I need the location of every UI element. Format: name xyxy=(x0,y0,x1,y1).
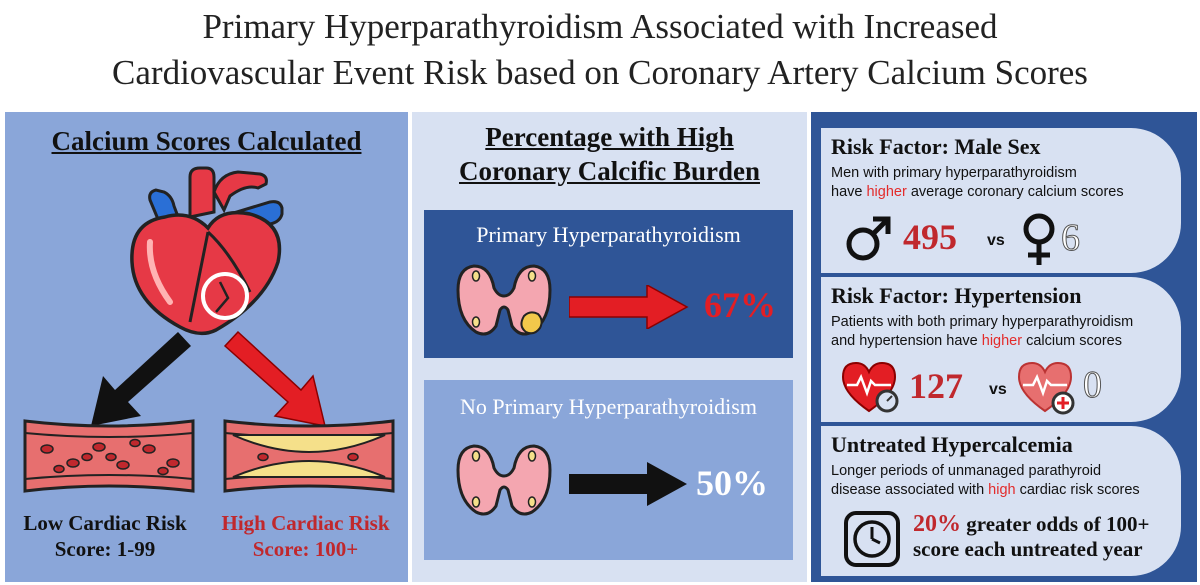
hypertension-text: Patients with both primary hyperparathyr… xyxy=(831,313,1133,351)
male-sex-text-line-2: have higher average coronary calcium sco… xyxy=(831,183,1124,202)
no-phpt-percent: 50% xyxy=(696,463,768,503)
red-right-arrow-icon xyxy=(569,285,689,329)
hypercalcemia-text-highlight: high xyxy=(988,482,1016,498)
low-risk-title: Low Cardiac Risk xyxy=(23,511,187,535)
odds-text: 20% greater odds of 100+ score each untr… xyxy=(913,512,1150,562)
calcific-burden-panel: Percentage with High Coronary Calcific B… xyxy=(412,112,807,582)
calcific-burden-header: Percentage with High Coronary Calcific B… xyxy=(412,120,807,188)
hypertension-vs: vs xyxy=(989,381,1007,398)
male-vs: vs xyxy=(987,232,1005,249)
female-symbol-icon xyxy=(1023,213,1055,265)
no-phpt-box: No Primary Hyperparathyroidism 50% xyxy=(424,380,793,560)
hypercalcemia-title: Untreated Hypercalcemia xyxy=(831,432,1073,457)
black-right-arrow-icon xyxy=(569,462,687,506)
calcific-burden-header-line-1: Percentage with High xyxy=(485,122,734,152)
enlarged-thyroid-icon xyxy=(456,264,552,336)
title-line-2: Cardiovascular Event Risk based on Coron… xyxy=(112,53,1088,92)
clock-icon xyxy=(844,511,900,567)
hypercalcemia-text-line-1: Longer periods of unmanaged parathyroid xyxy=(831,463,1102,479)
male-sex-title: Risk Factor: Male Sex xyxy=(831,134,1041,159)
odds-text-1: greater odds of 100+ xyxy=(961,512,1150,536)
male-sex-text-pre: have xyxy=(831,184,867,200)
hypercalcemia-card: Untreated Hypercalcemia Longer periods o… xyxy=(821,426,1181,576)
male-sex-card: Risk Factor: Male Sex Men with primary h… xyxy=(821,128,1181,273)
male-sex-text-line-1: Men with primary hyperparathyroidism xyxy=(831,165,1077,181)
high-risk-title: High Cardiac Risk xyxy=(221,511,390,535)
black-arrow-icon xyxy=(91,332,191,426)
hypertension-card: Risk Factor: Hypertension Patients with … xyxy=(821,277,1181,422)
male-sex-text: Men with primary hyperparathyroidism hav… xyxy=(831,164,1124,202)
calcium-scores-header: Calcium Scores Calculated xyxy=(51,126,362,156)
hypertension-text-line-2: and hypertension have higher calcium sco… xyxy=(831,332,1133,351)
no-phpt-label: No Primary Hyperparathyroidism xyxy=(460,394,757,419)
hypercalcemia-text-line-2: disease associated with high cardiac ris… xyxy=(831,481,1140,500)
phpt-box: Primary Hyperparathyroidism 67% xyxy=(424,210,793,358)
high-risk-label: High Cardiac Risk Score: 100+ xyxy=(203,510,408,562)
page-title: Primary Hyperparathyroidism Associated w… xyxy=(0,4,1200,96)
hypercalcemia-text-pre: disease associated with xyxy=(831,482,989,498)
heart-pressure-gauge-icon xyxy=(841,361,899,413)
hypertension-text-line-1: Patients with both primary hyperparathyr… xyxy=(831,314,1134,330)
odds-text-2: score each untreated year xyxy=(913,537,1143,561)
normal-thyroid-icon xyxy=(456,444,552,516)
plaque-artery-icon xyxy=(223,419,395,493)
hypercalcemia-text-post: cardiac risk scores xyxy=(1015,482,1140,498)
high-risk-score: Score: 100+ xyxy=(252,537,359,561)
calcium-scores-panel: Calcium Scores Calculated xyxy=(5,112,408,582)
male-sex-text-post: average coronary calcium scores xyxy=(906,184,1124,200)
phpt-label: Primary Hyperparathyroidism xyxy=(476,222,741,247)
low-risk-label: Low Cardiac Risk Score: 1-99 xyxy=(5,510,205,562)
hypertension-title: Risk Factor: Hypertension xyxy=(831,283,1082,308)
hypertension-text-highlight: higher xyxy=(981,333,1023,349)
red-arrow-icon xyxy=(223,330,327,427)
female-value: 6 xyxy=(1061,217,1081,260)
hypertension-text-pre: and hypertension have xyxy=(831,333,982,349)
odds-text-line-1: 20% greater odds of 100+ xyxy=(913,512,1150,537)
hypertension-text-post: calcium scores xyxy=(1022,333,1122,349)
title-line-1: Primary Hyperparathyroidism Associated w… xyxy=(202,7,998,46)
hypertension-value: 127 xyxy=(909,366,963,406)
low-risk-score: Score: 1-99 xyxy=(54,537,156,561)
calcific-burden-header-line-2: Coronary Calcific Burden xyxy=(459,156,760,186)
healthy-artery-icon xyxy=(23,419,195,493)
phpt-percent: 67% xyxy=(704,285,776,325)
no-hypertension-value: 0 xyxy=(1083,364,1103,407)
heart-icon xyxy=(130,166,284,336)
hypercalcemia-text: Longer periods of unmanaged parathyroid … xyxy=(831,462,1140,500)
odds-value: 20% xyxy=(913,511,961,537)
risk-factors-panel: Risk Factor: Male Sex Men with primary h… xyxy=(811,112,1197,582)
male-symbol-icon xyxy=(846,216,891,261)
heart-health-icon xyxy=(1017,361,1075,415)
male-value: 495 xyxy=(903,217,957,257)
male-sex-text-highlight: higher xyxy=(866,184,907,200)
